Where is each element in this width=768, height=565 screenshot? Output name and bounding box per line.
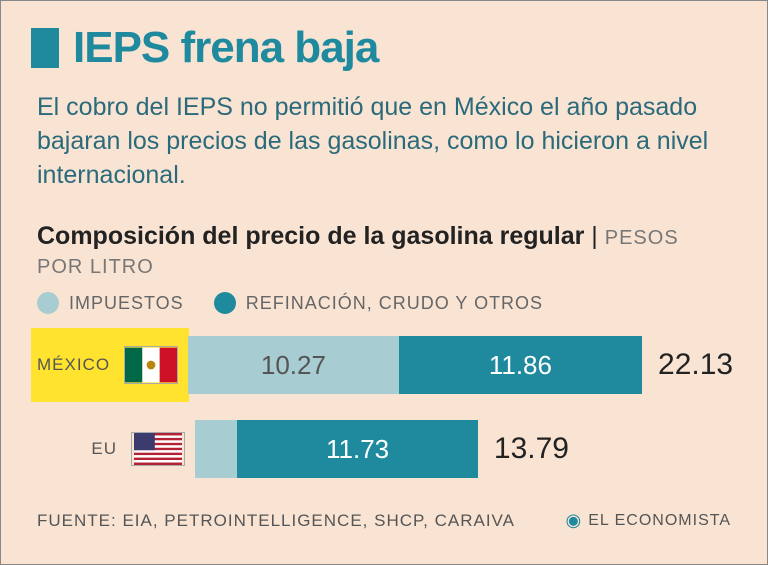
total-value: 13.79 — [494, 432, 569, 466]
segment-other: 11.73 — [237, 420, 478, 478]
segment-other: 11.86 — [399, 336, 642, 394]
bars-area: MÉXICO 10.27 11.86 22.13 EU 11.73 2.06 1… — [31, 336, 737, 478]
brand-text: EL ECONOMISTA — [588, 512, 731, 530]
footer: FUENTE: EIA, PETROINTELLIGENCE, SHCP, CA… — [31, 504, 737, 531]
flag-mx — [120, 343, 182, 387]
chart-title-sep: | — [584, 222, 604, 250]
legend-label-tax: IMPUESTOS — [69, 293, 184, 314]
bar-segments: 11.73 — [195, 420, 478, 478]
swatch-other — [214, 292, 236, 314]
legend-label-other: REFINACIÓN, CRUDO Y OTROS — [246, 293, 543, 314]
segment-tax: 10.27 — [188, 336, 399, 394]
bar-row: EU 11.73 2.06 13.79 — [31, 420, 737, 478]
country-label: EU — [37, 439, 127, 459]
segment-tax — [195, 420, 237, 478]
chart-title: Composición del precio de la gasolina re… — [31, 222, 737, 280]
title-row: IEPS frena baja — [31, 23, 737, 73]
brand-icon: ◉ — [565, 510, 582, 531]
chart-title-bold: Composición del precio de la gasolina re… — [37, 222, 584, 250]
page-title: IEPS frena baja — [73, 23, 378, 73]
bar-row: MÉXICO 10.27 11.86 22.13 — [31, 336, 737, 394]
legend-item-tax: IMPUESTOS — [37, 292, 184, 314]
bar-segments: 10.27 11.86 — [188, 336, 642, 394]
source-text: FUENTE: EIA, PETROINTELLIGENCE, SHCP, CA… — [37, 511, 515, 531]
flag-us — [127, 427, 189, 471]
total-value: 22.13 — [658, 348, 733, 382]
title-marker — [31, 28, 59, 68]
description-text: El cobro del IEPS no permitió que en Méx… — [31, 91, 737, 192]
swatch-tax — [37, 292, 59, 314]
legend-item-other: REFINACIÓN, CRUDO Y OTROS — [214, 292, 543, 314]
brand: ◉ EL ECONOMISTA — [565, 510, 731, 531]
country-label: MÉXICO — [37, 355, 120, 375]
